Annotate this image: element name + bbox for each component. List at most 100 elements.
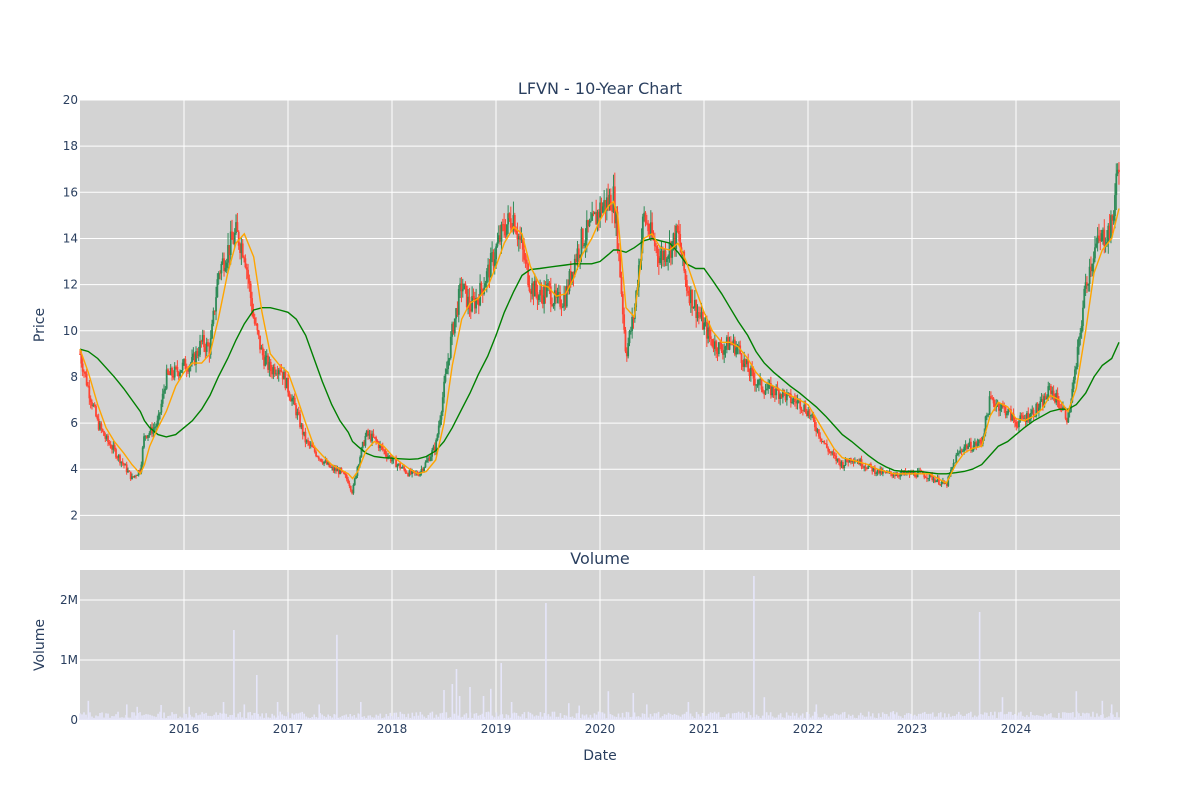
price-candle-body [1012, 413, 1015, 420]
volume-bar [1104, 717, 1106, 720]
price-candle-body [195, 351, 197, 365]
volume-bar [651, 716, 654, 720]
price-candle-body [348, 483, 351, 487]
price-candle-body [847, 461, 850, 463]
price-candle-body [923, 474, 926, 478]
volume-bar [946, 717, 948, 720]
volume-bar [809, 717, 812, 720]
price-candle-body [164, 388, 167, 391]
price-candle-body [284, 372, 287, 389]
volume-bar [803, 717, 806, 720]
price-candle-body [884, 471, 887, 474]
price-candle-body [848, 458, 851, 463]
price-candle-body [129, 471, 132, 480]
price-candle-body [175, 366, 177, 368]
price-candle-body [591, 213, 594, 221]
volume-bar [465, 713, 468, 720]
volume-bar [281, 714, 283, 720]
volume-bar [843, 711, 846, 720]
price-candle-body [428, 458, 431, 461]
volume-bar [939, 712, 942, 720]
price-candle-body [611, 210, 614, 212]
volume-bar [1042, 716, 1044, 720]
volume-bar [256, 675, 258, 720]
volume-bar [907, 713, 910, 720]
price-candle-body [1032, 409, 1035, 417]
volume-bar [531, 714, 534, 720]
volume-bar [1108, 716, 1110, 720]
price-candle-body [780, 394, 783, 398]
price-candle-body [584, 240, 587, 246]
price-candle-body [120, 461, 123, 464]
price-candle-body [336, 469, 339, 472]
price-candle-body [440, 412, 443, 420]
volume-bar [253, 713, 255, 720]
volume-bar [823, 713, 826, 720]
volume-bar [363, 716, 366, 720]
price-candle-body [939, 484, 942, 486]
price-candle-body [253, 317, 256, 324]
volume-bar [707, 713, 710, 720]
price-candle-body [219, 272, 221, 274]
price-candle-body [524, 259, 527, 261]
price-candle-body [509, 218, 512, 228]
price-candle-body [397, 463, 400, 465]
volume-bar [215, 712, 217, 720]
volume-bar [555, 716, 558, 720]
price-candle-body [840, 462, 843, 467]
price-candle-body [931, 474, 934, 480]
volume-bar [1024, 716, 1026, 720]
price-candle-body [951, 466, 954, 470]
price-candle-body [720, 343, 723, 351]
price-candle-body [799, 399, 802, 409]
price-candle-body [1111, 215, 1114, 221]
price-candle-body [625, 351, 628, 357]
volume-bar [755, 714, 758, 720]
price-candle-body [712, 346, 715, 349]
volume-bar [415, 712, 418, 720]
price-candle-body [641, 216, 644, 241]
price-candle-body [736, 346, 739, 348]
price-candle-body [411, 470, 413, 475]
price-candle-body [388, 456, 391, 457]
volume-bar [283, 715, 285, 720]
volume-bar [984, 712, 986, 720]
price-candle-body [946, 483, 948, 486]
price-candle-body [248, 278, 251, 284]
price-candle-body [664, 250, 667, 263]
price-candle-body [445, 369, 448, 375]
price-candle-body [300, 424, 303, 428]
price-candle-body [551, 304, 554, 306]
volume-bar [1118, 717, 1120, 720]
volume-bar [319, 713, 322, 720]
price-gridlines [80, 99, 1120, 550]
volume-bar [259, 716, 261, 720]
volume-bar [799, 715, 802, 720]
price-candle-body [689, 289, 692, 304]
volume-bar [1096, 713, 1098, 720]
volume-bar [263, 717, 265, 720]
price-candle-body [1043, 396, 1046, 408]
price-candle-body [807, 410, 810, 416]
price-candle-body [460, 283, 463, 292]
price-candle-body [89, 398, 92, 403]
volume-bar [956, 714, 958, 720]
price-candle-body [423, 467, 425, 471]
price-candle-body [819, 436, 822, 439]
volume-bar [159, 711, 161, 720]
volume-bar [183, 713, 185, 720]
volume-bar [271, 713, 273, 720]
volume-bar [791, 712, 794, 720]
volume-bar [411, 712, 414, 720]
price-candle-body [581, 228, 584, 247]
volume-bar [521, 714, 524, 720]
price-candle-body [364, 435, 367, 446]
price-candle-body [436, 434, 439, 441]
price-candle-body [257, 330, 260, 336]
price-candle-body [1022, 416, 1024, 419]
price-candle-body [952, 463, 955, 467]
price-candle-body [305, 440, 308, 443]
price-candle-body [1074, 369, 1076, 380]
price-candle-body [539, 289, 542, 296]
